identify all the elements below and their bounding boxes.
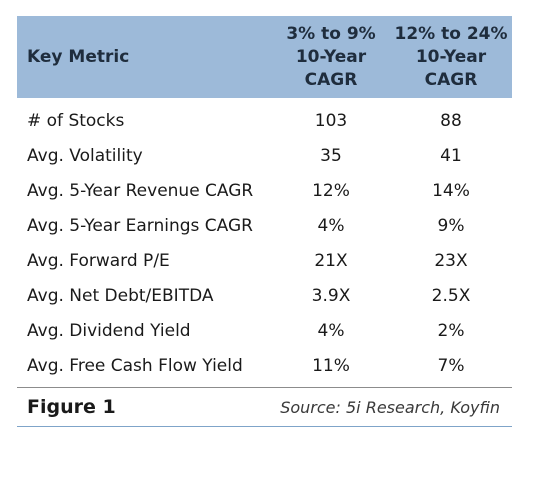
value-3-to-9: 11% [312,355,350,376]
value-12-to-24: 41 [440,145,462,166]
figure-footer: Figure 1 Source: 5i Research, Koyfin [17,388,512,426]
table-body: # of Stocks 103 88 Avg. Volatility 35 41… [17,98,512,383]
metric-label: Avg. Net Debt/EBITDA [27,285,214,306]
metric-label: Avg. 5-Year Revenue CAGR [27,180,254,201]
value-3-to-9: 4% [317,320,345,341]
table-header: Key Metric 3% to 9% 10-Year CAGR 12% to … [17,16,512,98]
value-3-to-9: 35 [320,145,342,166]
header-12-to-24-cagr: 12% to 24% 10-Year CAGR [394,23,508,90]
table-row: Avg. 5-Year Revenue CAGR 12% 14% [17,173,512,208]
divider-top [17,387,512,388]
metric-label: Avg. Forward P/E [27,250,170,271]
table-row: Avg. 5-Year Earnings CAGR 4% 9% [17,208,512,243]
value-12-to-24: 14% [432,180,470,201]
table-row: Avg. Volatility 35 41 [17,138,512,173]
value-12-to-24: 23X [434,250,468,271]
value-12-to-24: 2.5X [431,285,471,306]
value-3-to-9: 4% [317,215,345,236]
value-3-to-9: 3.9X [311,285,351,306]
value-12-to-24: 2% [437,320,465,341]
figure-label: Figure 1 [27,396,116,418]
value-3-to-9: 12% [312,180,350,201]
value-12-to-24: 9% [437,215,465,236]
divider-bottom [17,426,512,427]
metric-label: Avg. 5-Year Earnings CAGR [27,215,253,236]
header-key-metric: Key Metric [27,47,130,67]
table-row: Avg. Forward P/E 21X 23X [17,243,512,278]
table-row: Avg. Net Debt/EBITDA 3.9X 2.5X [17,278,512,313]
table-row: # of Stocks 103 88 [17,103,512,138]
header-3-to-9-cagr: 3% to 9% 10-Year CAGR [286,23,376,90]
metric-label: # of Stocks [27,110,125,131]
value-3-to-9: 21X [314,250,348,271]
value-12-to-24: 7% [437,355,465,376]
value-12-to-24: 88 [440,110,462,131]
value-3-to-9: 103 [314,110,348,131]
table-row: Avg. Free Cash Flow Yield 11% 7% [17,348,512,383]
figure: Key Metric 3% to 9% 10-Year CAGR 12% to … [17,16,512,427]
metric-label: Avg. Free Cash Flow Yield [27,355,243,376]
source-note: Source: 5i Research, Koyfin [280,397,500,417]
metric-label: Avg. Volatility [27,145,143,166]
metric-label: Avg. Dividend Yield [27,320,191,341]
table-row: Avg. Dividend Yield 4% 2% [17,313,512,348]
